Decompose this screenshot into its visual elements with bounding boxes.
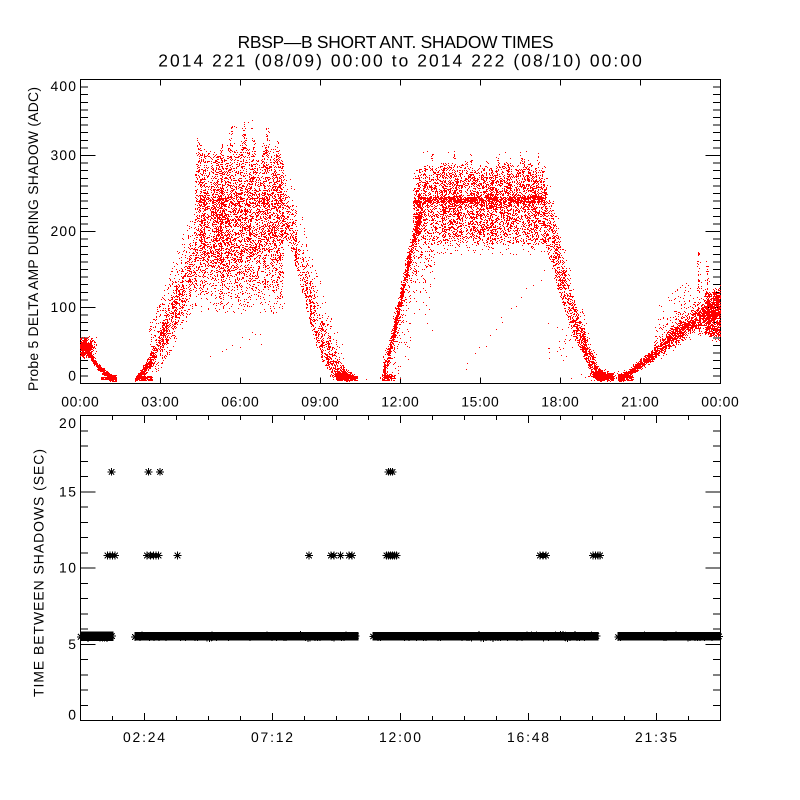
- svg-text:18:00: 18:00: [541, 393, 579, 409]
- svg-text:00:00: 00:00: [701, 393, 739, 409]
- svg-text:16:48: 16:48: [507, 729, 549, 745]
- svg-text:RBSP—B SHORT ANT. SHADOW TIMES: RBSP—B SHORT ANT. SHADOW TIMES: [238, 32, 554, 52]
- svg-text:00:00: 00:00: [61, 393, 99, 409]
- svg-text:400: 400: [51, 78, 77, 94]
- svg-text:10: 10: [59, 560, 76, 576]
- svg-text:07:12: 07:12: [251, 729, 293, 745]
- svg-text:09:00: 09:00: [301, 393, 339, 409]
- svg-text:12:00: 12:00: [381, 393, 419, 409]
- svg-text:02:24: 02:24: [123, 729, 165, 745]
- svg-text:200: 200: [51, 223, 77, 239]
- svg-text:100: 100: [51, 299, 77, 315]
- svg-text:Probe 5 DELTA AMP DURING SHADO: Probe 5 DELTA AMP DURING SHADOW (ADC): [25, 87, 41, 391]
- svg-text:0: 0: [68, 367, 76, 383]
- svg-text:12:00: 12:00: [379, 729, 421, 745]
- svg-text:20: 20: [59, 415, 76, 431]
- svg-text:0: 0: [68, 707, 76, 723]
- svg-text:03:00: 03:00: [141, 393, 179, 409]
- svg-text:300: 300: [51, 147, 77, 163]
- svg-text:2014 221 (08/09) 00:00 to 2014: 2014 221 (08/09) 00:00 to 2014 222 (08/1…: [158, 51, 641, 71]
- svg-text:TIME BETWEEN SHADOWS (SEC): TIME BETWEEN SHADOWS (SEC): [31, 449, 47, 697]
- svg-text:21:00: 21:00: [621, 393, 659, 409]
- svg-text:5: 5: [68, 636, 76, 652]
- svg-text:21:35: 21:35: [635, 729, 677, 745]
- svg-text:15: 15: [59, 483, 76, 499]
- svg-text:06:00: 06:00: [221, 393, 259, 409]
- svg-text:15:00: 15:00: [461, 393, 499, 409]
